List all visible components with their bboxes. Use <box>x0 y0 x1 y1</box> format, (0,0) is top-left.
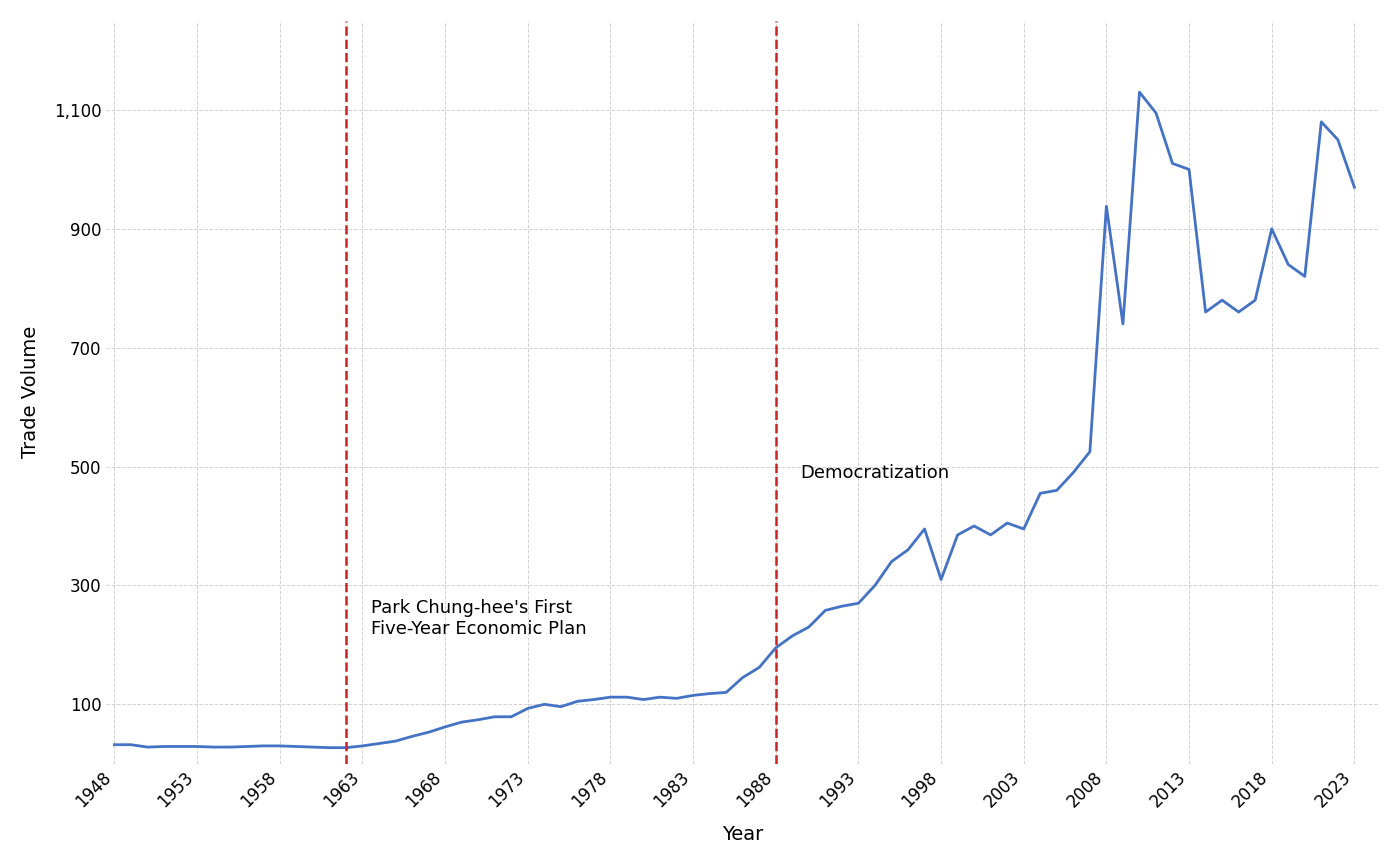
Text: Park Chung-hee's First
Five-Year Economic Plan: Park Chung-hee's First Five-Year Economi… <box>371 599 587 638</box>
X-axis label: Year: Year <box>722 825 763 844</box>
Text: Democratization: Democratization <box>801 464 949 482</box>
Y-axis label: Trade Volume: Trade Volume <box>21 326 39 458</box>
